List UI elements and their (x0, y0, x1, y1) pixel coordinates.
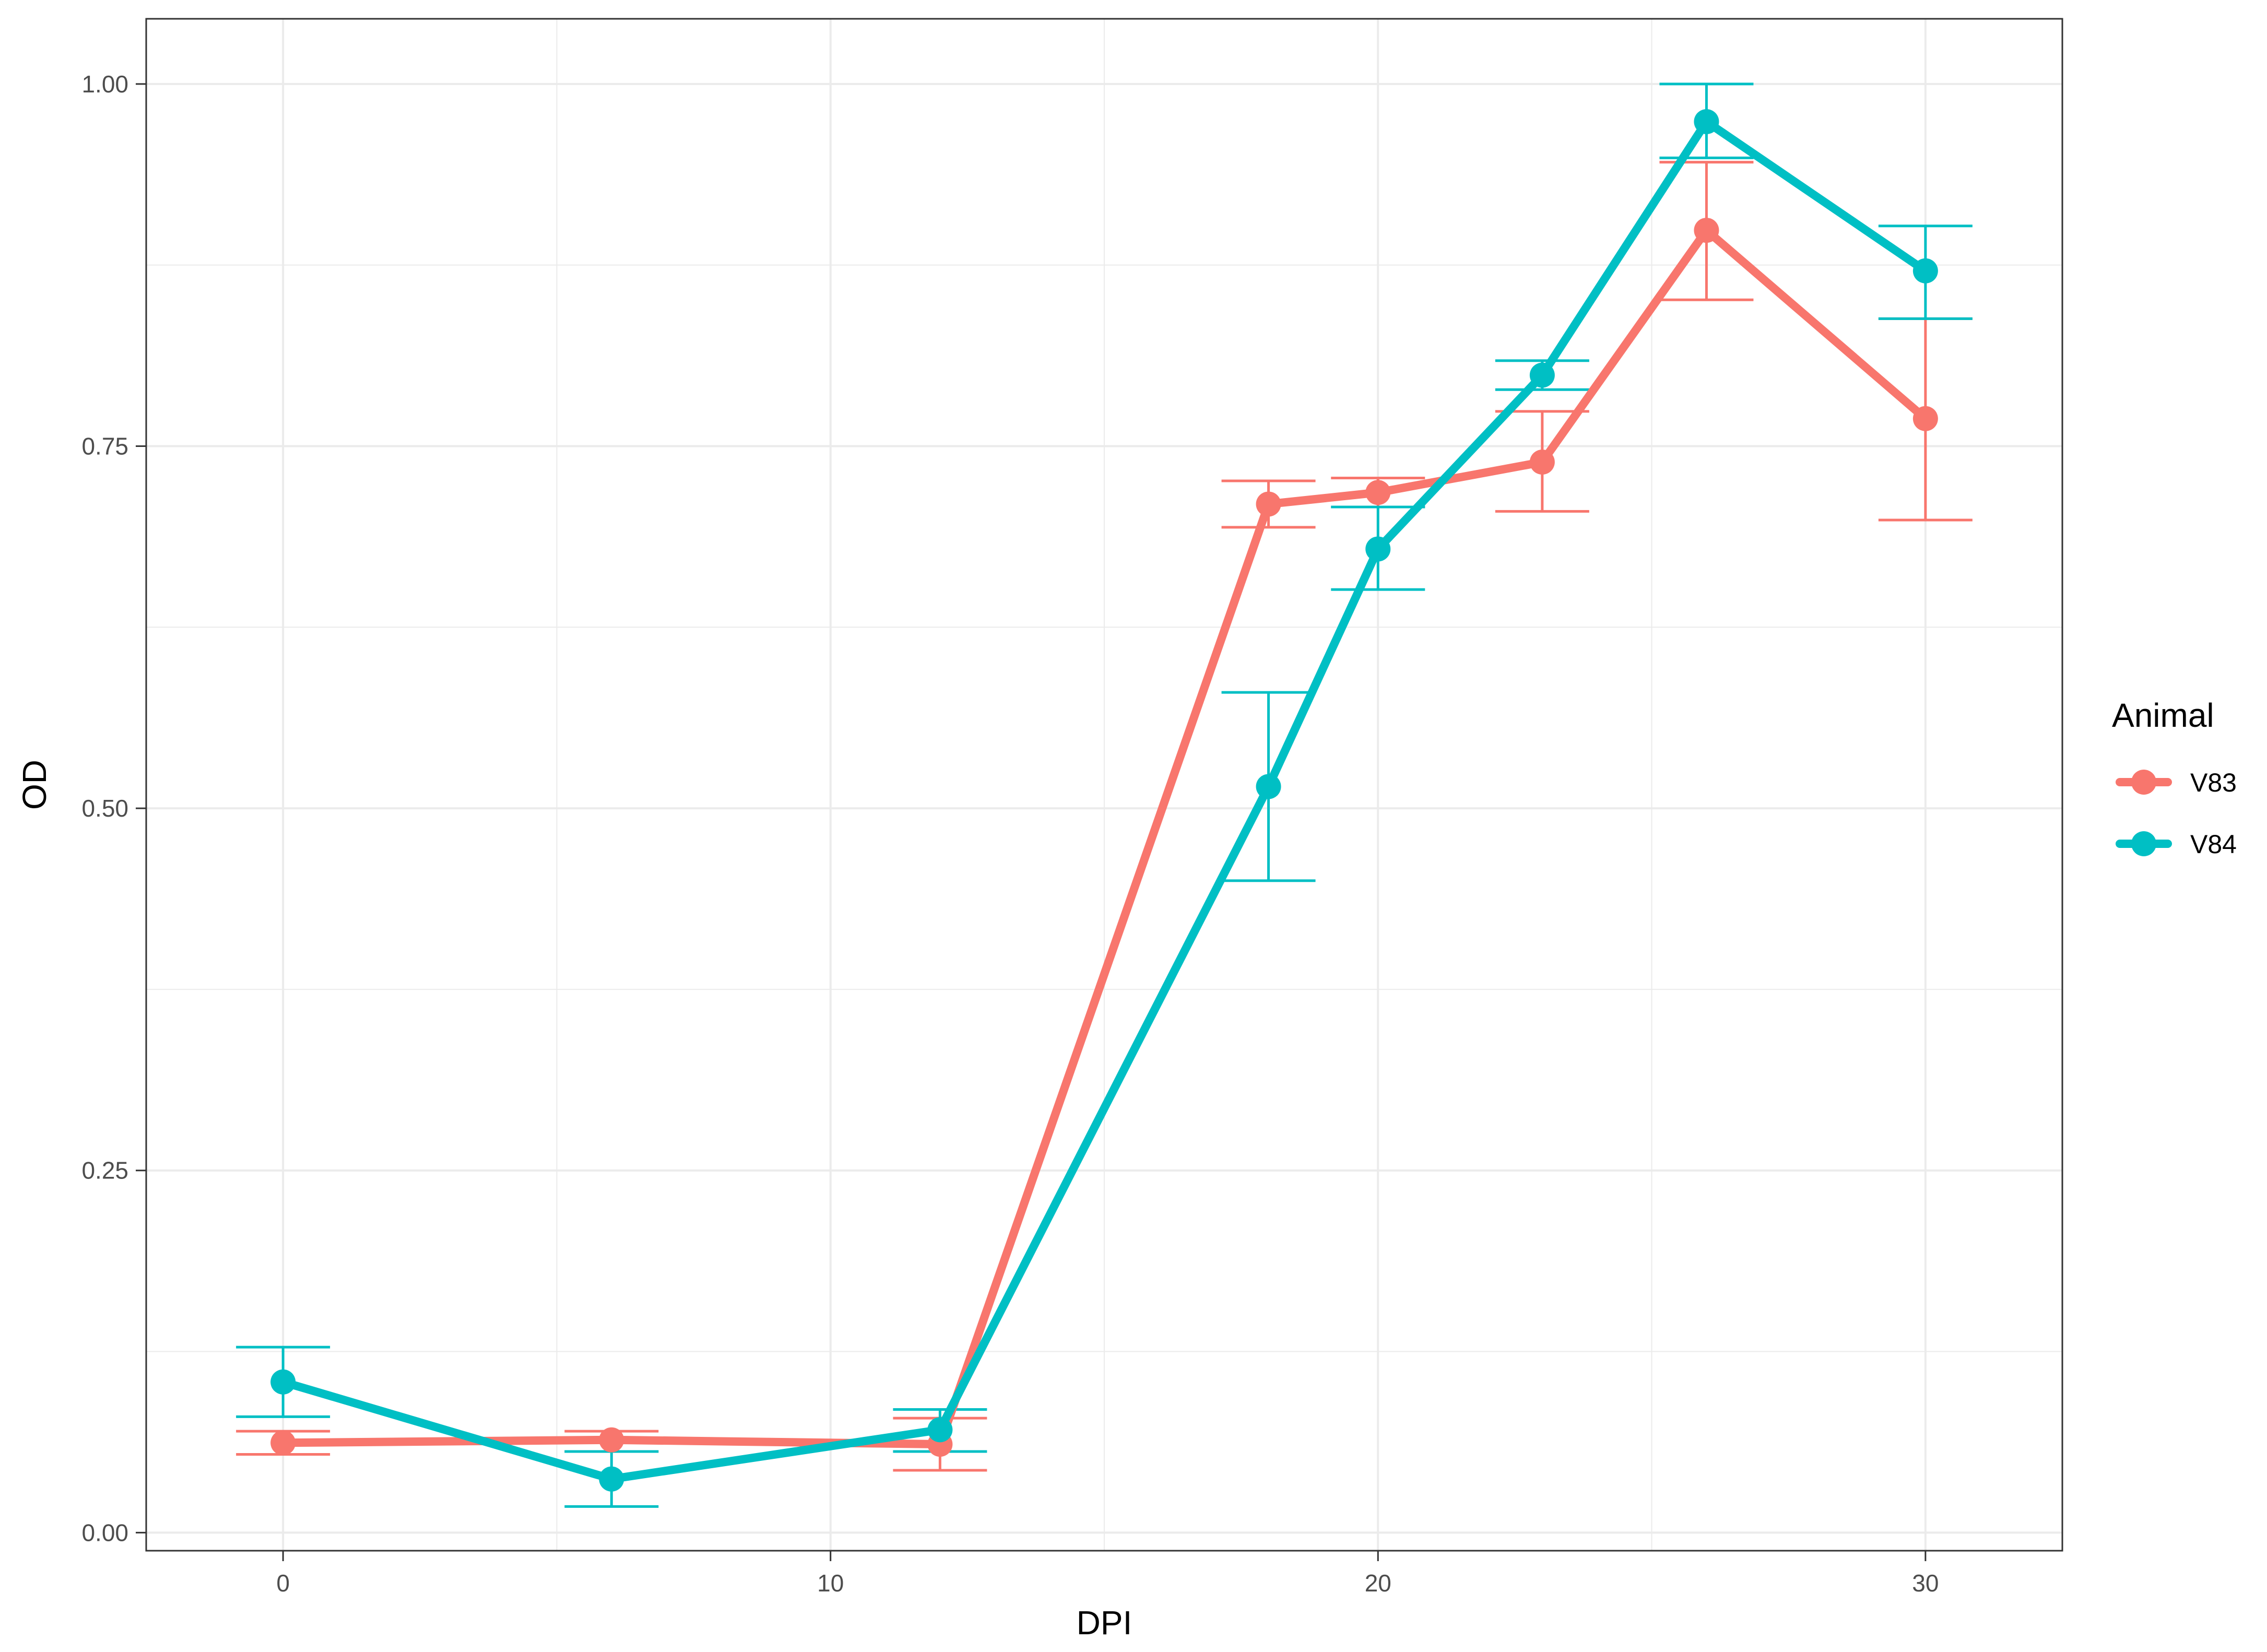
data-point (1365, 480, 1391, 505)
legend-label: V83 (2190, 768, 2237, 797)
legend: Animal V83 V84 (2112, 697, 2237, 859)
y-tick-label: 0.25 (81, 1157, 128, 1184)
legend-item-v84: V84 (2116, 830, 2237, 859)
data-point (599, 1466, 624, 1492)
data-point (270, 1369, 296, 1395)
series-line-v83 (279, 226, 1930, 1449)
legend-title: Animal (2112, 697, 2214, 734)
x-tick-label: 10 (817, 1570, 844, 1597)
y-tick-label: 0.75 (81, 432, 128, 459)
plot-panel-border (145, 18, 2063, 1552)
data-point (1529, 362, 1555, 388)
x-axis-title: DPI (1077, 1604, 1132, 1642)
x-tick-label: 0 (276, 1570, 290, 1597)
legend-label: V84 (2190, 830, 2237, 859)
x-axis-ticks: 0 10 20 30 (276, 1551, 1939, 1597)
series-lines (279, 117, 1930, 1483)
data-point (270, 1430, 296, 1456)
data-point (1694, 218, 1719, 243)
x-tick-label: 20 (1365, 1570, 1391, 1597)
y-axis-title: OD (16, 760, 53, 810)
legend-key-point (2131, 831, 2156, 856)
data-point (927, 1417, 953, 1443)
data-point (1256, 774, 1281, 799)
data-point (1694, 109, 1719, 134)
y-axis-ticks: 0.00 0.25 0.50 0.75 1.00 (81, 70, 146, 1546)
data-point (1912, 406, 1938, 431)
series-points (270, 109, 1938, 1492)
y-tick-label: 0.00 (81, 1519, 128, 1546)
data-point (1256, 491, 1281, 517)
y-tick-label: 1.00 (81, 70, 128, 98)
data-point (1365, 536, 1391, 562)
data-point (1529, 449, 1555, 475)
data-point (1912, 258, 1938, 284)
legend-key-point (2131, 770, 2156, 795)
data-point (599, 1427, 624, 1453)
series-line-v84 (279, 117, 1930, 1483)
x-tick-label: 30 (1912, 1570, 1939, 1597)
y-tick-label: 0.50 (81, 795, 128, 822)
legend-item-v83: V83 (2116, 768, 2237, 797)
